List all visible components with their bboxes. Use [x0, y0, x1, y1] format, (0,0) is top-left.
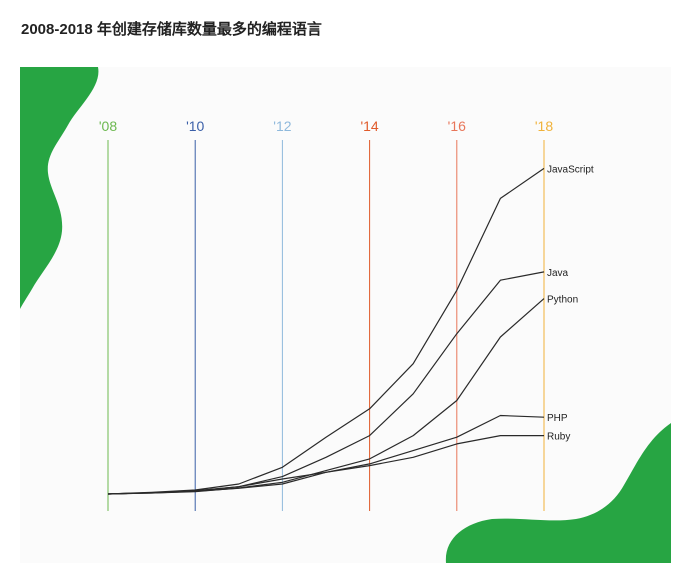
- series-line-python: [107, 298, 545, 495]
- x-tick-label: '12: [273, 118, 291, 134]
- series-label-python: Python: [547, 295, 578, 306]
- x-tick-label: '18: [535, 118, 553, 134]
- green-blob-top-left: [20, 67, 99, 309]
- series-lines: [107, 167, 545, 495]
- x-tick-label: '16: [448, 118, 466, 134]
- year-gridlines: [107, 140, 545, 511]
- series-line-php: [107, 414, 545, 495]
- x-tick-label: '14: [360, 118, 378, 134]
- series-label-java: Java: [547, 268, 569, 279]
- series-label-ruby: Ruby: [547, 432, 570, 443]
- series-line-java: [107, 271, 545, 495]
- series-labels: JavaScript Java Python PHP Ruby: [547, 164, 594, 442]
- series-line-javascript: [107, 167, 545, 495]
- line-chart: '08 '10 '12 '14 '16 '18 JavaScript Java Python P…: [20, 67, 671, 563]
- year-tick-labels: '08 '10 '12 '14 '16 '18: [99, 118, 553, 134]
- chart-figure: '08 '10 '12 '14 '16 '18 JavaScript Java Python P…: [20, 67, 671, 563]
- series-line-ruby: [107, 435, 544, 495]
- page-title: 2008-2018 年创建存储库数量最多的编程语言: [21, 21, 322, 38]
- x-tick-label: '10: [186, 118, 204, 134]
- series-label-javascript: JavaScript: [547, 164, 594, 175]
- x-tick-label: '08: [99, 118, 117, 134]
- series-label-php: PHP: [547, 413, 568, 424]
- green-blob-bottom-right: [445, 423, 671, 563]
